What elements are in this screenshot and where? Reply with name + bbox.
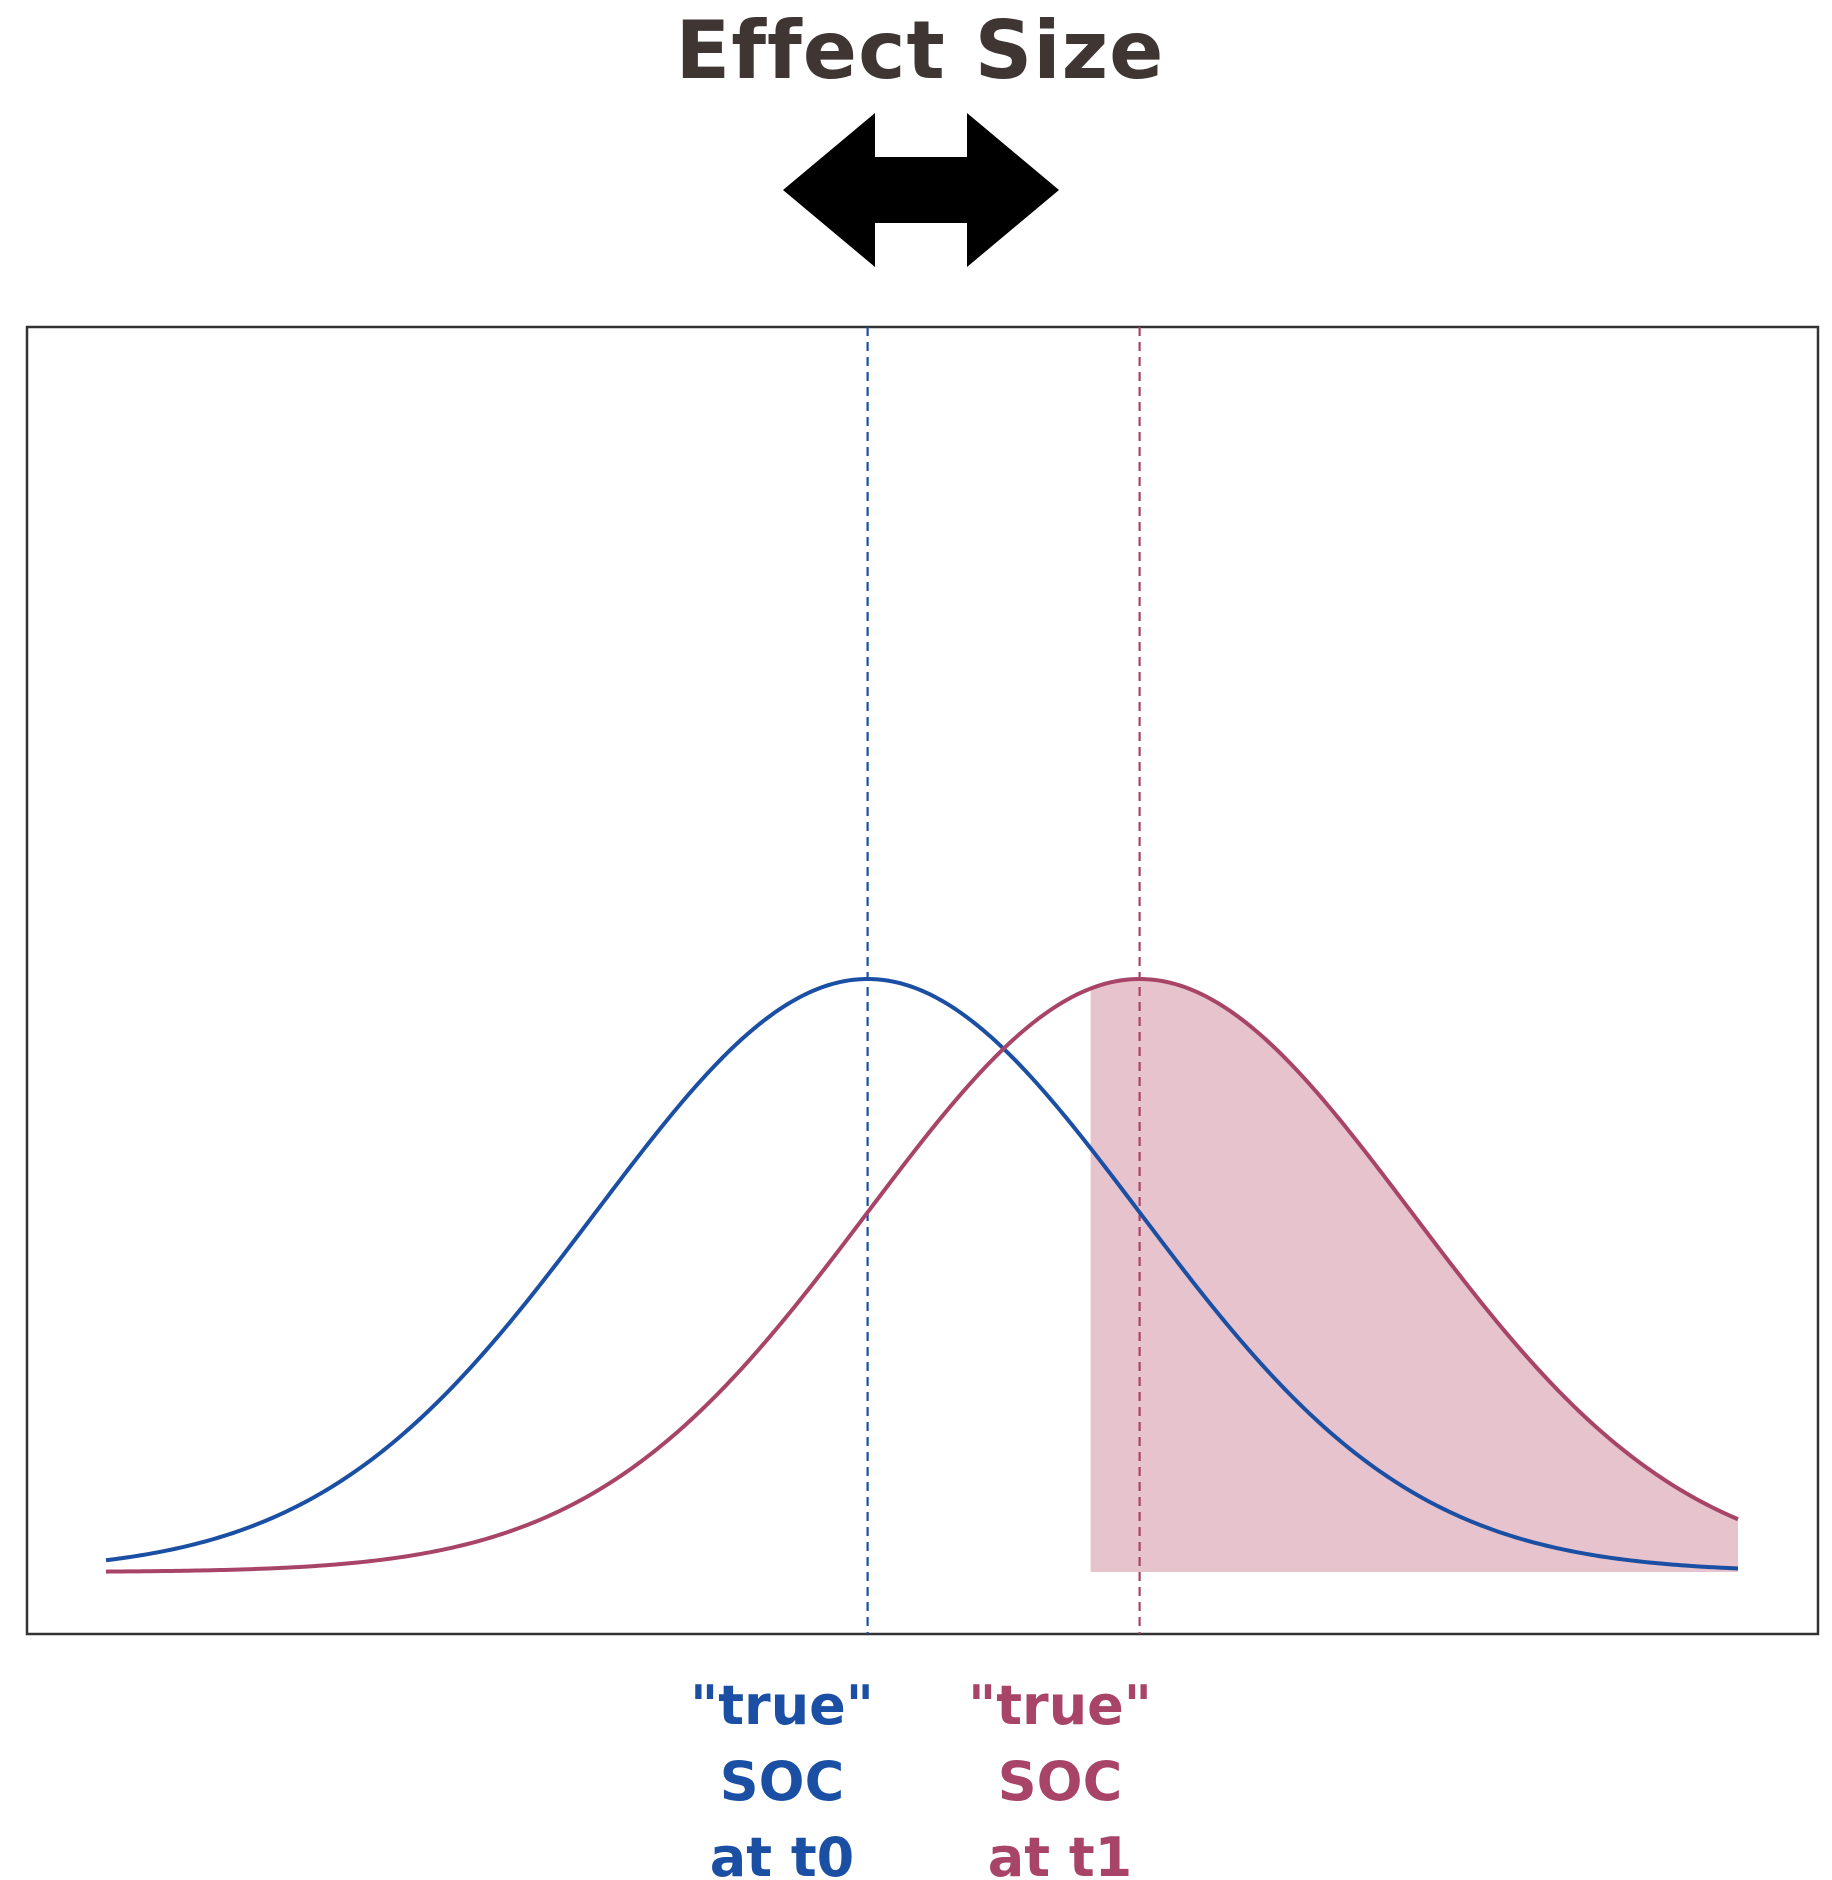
double-headed-arrow-icon xyxy=(783,113,1059,267)
label-t0-line1: "true" xyxy=(690,1674,874,1737)
shaded-area-under-t1-curve xyxy=(1090,979,1738,1572)
label-t0-line3: at t0 xyxy=(710,1826,854,1880)
figure-title: Effect Size xyxy=(676,4,1165,97)
label-t1: "true" SOC at t1 xyxy=(968,1674,1152,1880)
distribution-curve-t1 xyxy=(105,977,1739,1574)
label-t1-line1: "true" xyxy=(968,1674,1152,1737)
label-t1-line2: SOC xyxy=(998,1750,1122,1813)
label-t1-line3: at t1 xyxy=(988,1826,1132,1880)
label-t0-line2: SOC xyxy=(720,1750,844,1813)
distribution-curve-t0 xyxy=(105,977,1739,1571)
label-t0: "true" SOC at t0 xyxy=(690,1674,874,1880)
